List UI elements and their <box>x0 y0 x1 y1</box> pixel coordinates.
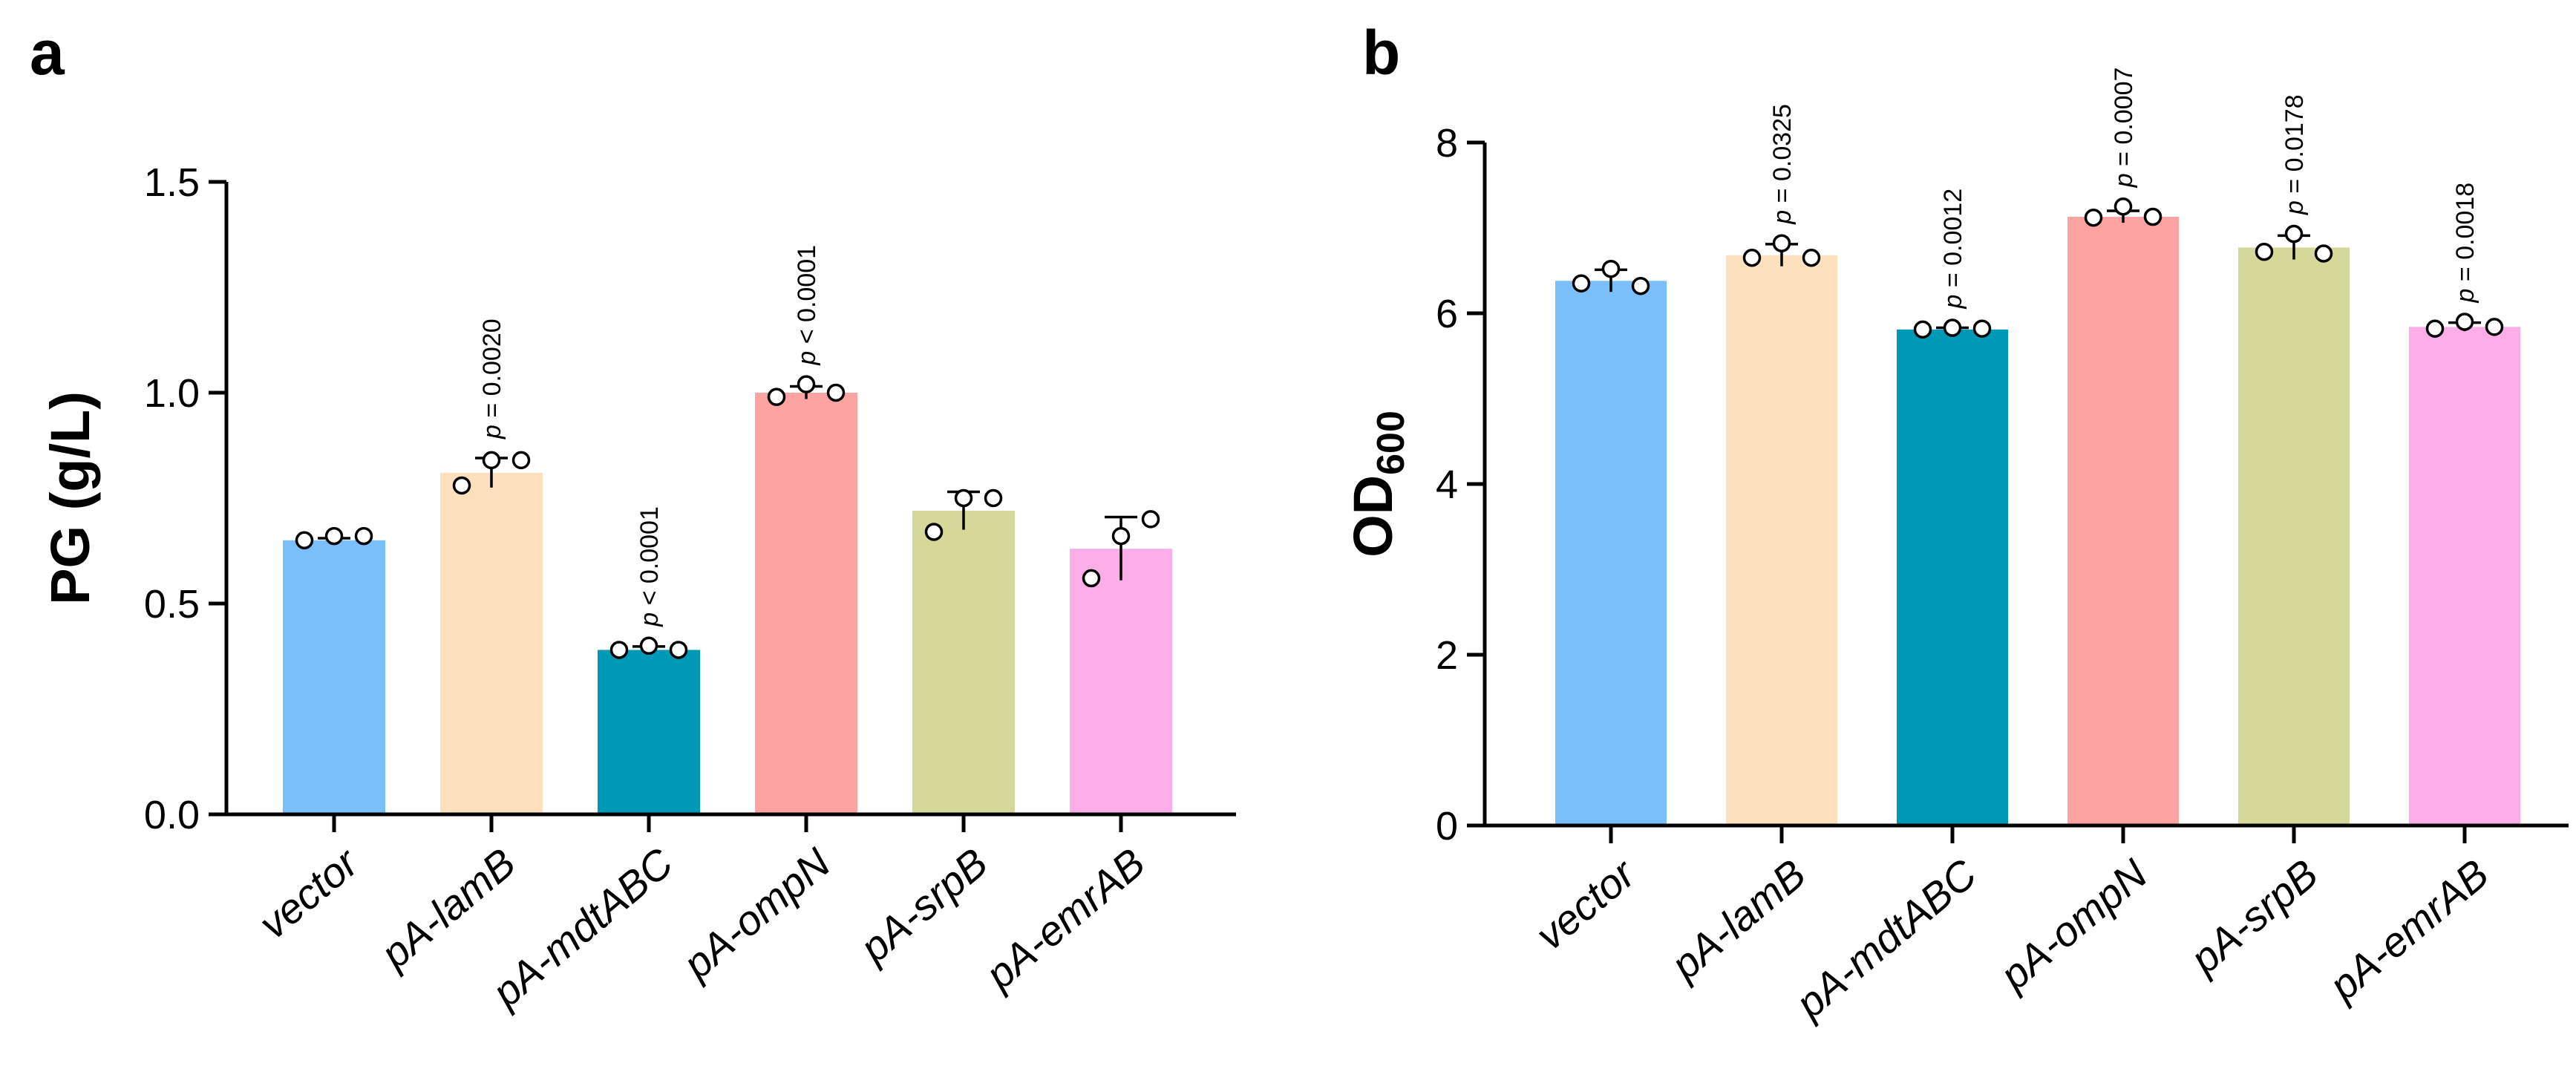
y-axis-title: PG (g/L) <box>39 391 101 605</box>
chart-panel-b: b OD600 p = 0.0325 p = 0.0012 p = 0.0007 p = … <box>1342 18 2569 1028</box>
data-point <box>354 526 373 546</box>
p-value-label: p = 0.0325 <box>1768 104 1797 225</box>
data-point <box>2255 242 2274 261</box>
data-point <box>1943 318 1962 337</box>
data-point <box>639 636 658 655</box>
p-value-label: p = 0.0020 <box>478 318 506 439</box>
y-axis-title: OD600 <box>1342 411 1413 558</box>
bar-pA-emrAB <box>1070 549 1172 814</box>
data-point <box>1111 526 1131 546</box>
data-point <box>482 451 501 470</box>
p-value-label: p = 0.0007 <box>2110 68 2138 189</box>
x-tick-label: vector <box>250 838 368 948</box>
y-tick-label: 4 <box>1436 462 1458 507</box>
panel-letter: a <box>30 18 65 88</box>
x-tick-label: pA-srpB <box>850 839 996 972</box>
data-point <box>1601 259 1621 278</box>
x-tick-label: pA-emrAB <box>975 839 1154 999</box>
x-tick-label: pA-srpB <box>2180 850 2327 984</box>
data-point <box>797 375 816 393</box>
bar-pA-srpB <box>2238 247 2350 825</box>
y-tick-label: 0.5 <box>144 582 200 627</box>
bar-vector <box>283 540 385 814</box>
x-tick-label: pA-ompN <box>673 839 840 989</box>
bar-pA-srpB <box>912 511 1015 814</box>
data-point <box>2314 244 2333 263</box>
data-point <box>669 641 688 659</box>
x-tick-label: pA-lamB <box>370 839 524 978</box>
data-point <box>511 451 531 470</box>
data-point <box>924 523 944 541</box>
data-point <box>984 488 1003 508</box>
data-point <box>452 476 471 495</box>
data-point <box>2114 197 2133 216</box>
data-point <box>954 488 973 508</box>
panel-letter: b <box>1362 18 1400 88</box>
data-point <box>1572 274 1591 292</box>
bar-vector <box>1555 281 1667 825</box>
y-tick-label: 1.5 <box>144 160 200 205</box>
y-tick-label: 8 <box>1436 121 1458 166</box>
data-point <box>324 526 344 546</box>
bar-pA-lamB <box>440 472 543 814</box>
p-value-label: p < 0.0001 <box>635 506 664 627</box>
bar-pA-ompN <box>2067 217 2179 825</box>
data-point <box>2284 224 2304 243</box>
y-tick-label: 0 <box>1436 804 1458 849</box>
y-tick-label: 0.0 <box>144 793 200 837</box>
data-point <box>1972 319 1992 338</box>
data-point <box>2485 318 2504 336</box>
data-point <box>767 388 786 406</box>
p-value-label: p < 0.0001 <box>793 245 821 366</box>
bar-pA-mdtABC <box>1897 329 2008 826</box>
data-point <box>1141 510 1160 529</box>
data-point <box>1631 276 1650 295</box>
data-point <box>1742 249 1762 267</box>
data-point <box>2425 319 2445 338</box>
p-value-label: p = 0.0178 <box>2281 94 2309 215</box>
bar-pA-mdtABC <box>598 650 700 814</box>
data-point <box>1802 249 1821 267</box>
x-tick-label: pA-mdtABC <box>1785 850 1985 1028</box>
x-tick-label: pA-lamB <box>1661 850 1814 990</box>
data-point <box>826 383 846 402</box>
data-point <box>1772 234 1791 252</box>
data-point <box>2143 207 2163 226</box>
data-point <box>1913 320 1932 339</box>
chart-panel-a: a PG (g/L) p = 0.0020 p < 0.0001 p < 0.0001 0… <box>30 18 1236 1017</box>
bar-pA-emrAB <box>2409 327 2520 825</box>
y-tick-label: 2 <box>1436 633 1458 678</box>
y-tick-label: 1.0 <box>144 371 200 416</box>
data-point <box>1082 569 1101 588</box>
x-tick-label: vector <box>1527 849 1645 959</box>
data-point <box>295 531 314 550</box>
y-tick-label: 6 <box>1436 292 1458 336</box>
bar-pA-ompN <box>755 393 857 814</box>
data-point <box>2455 313 2474 331</box>
p-value-label: p = 0.0012 <box>1939 189 1967 310</box>
x-tick-label: pA-emrAB <box>2319 850 2497 1010</box>
p-value-label: p = 0.0018 <box>2451 183 2479 304</box>
bar-pA-lamB <box>1726 255 1837 825</box>
data-point <box>609 641 629 659</box>
data-point <box>2084 208 2103 227</box>
x-tick-label: pA-ompN <box>1990 850 2157 1000</box>
